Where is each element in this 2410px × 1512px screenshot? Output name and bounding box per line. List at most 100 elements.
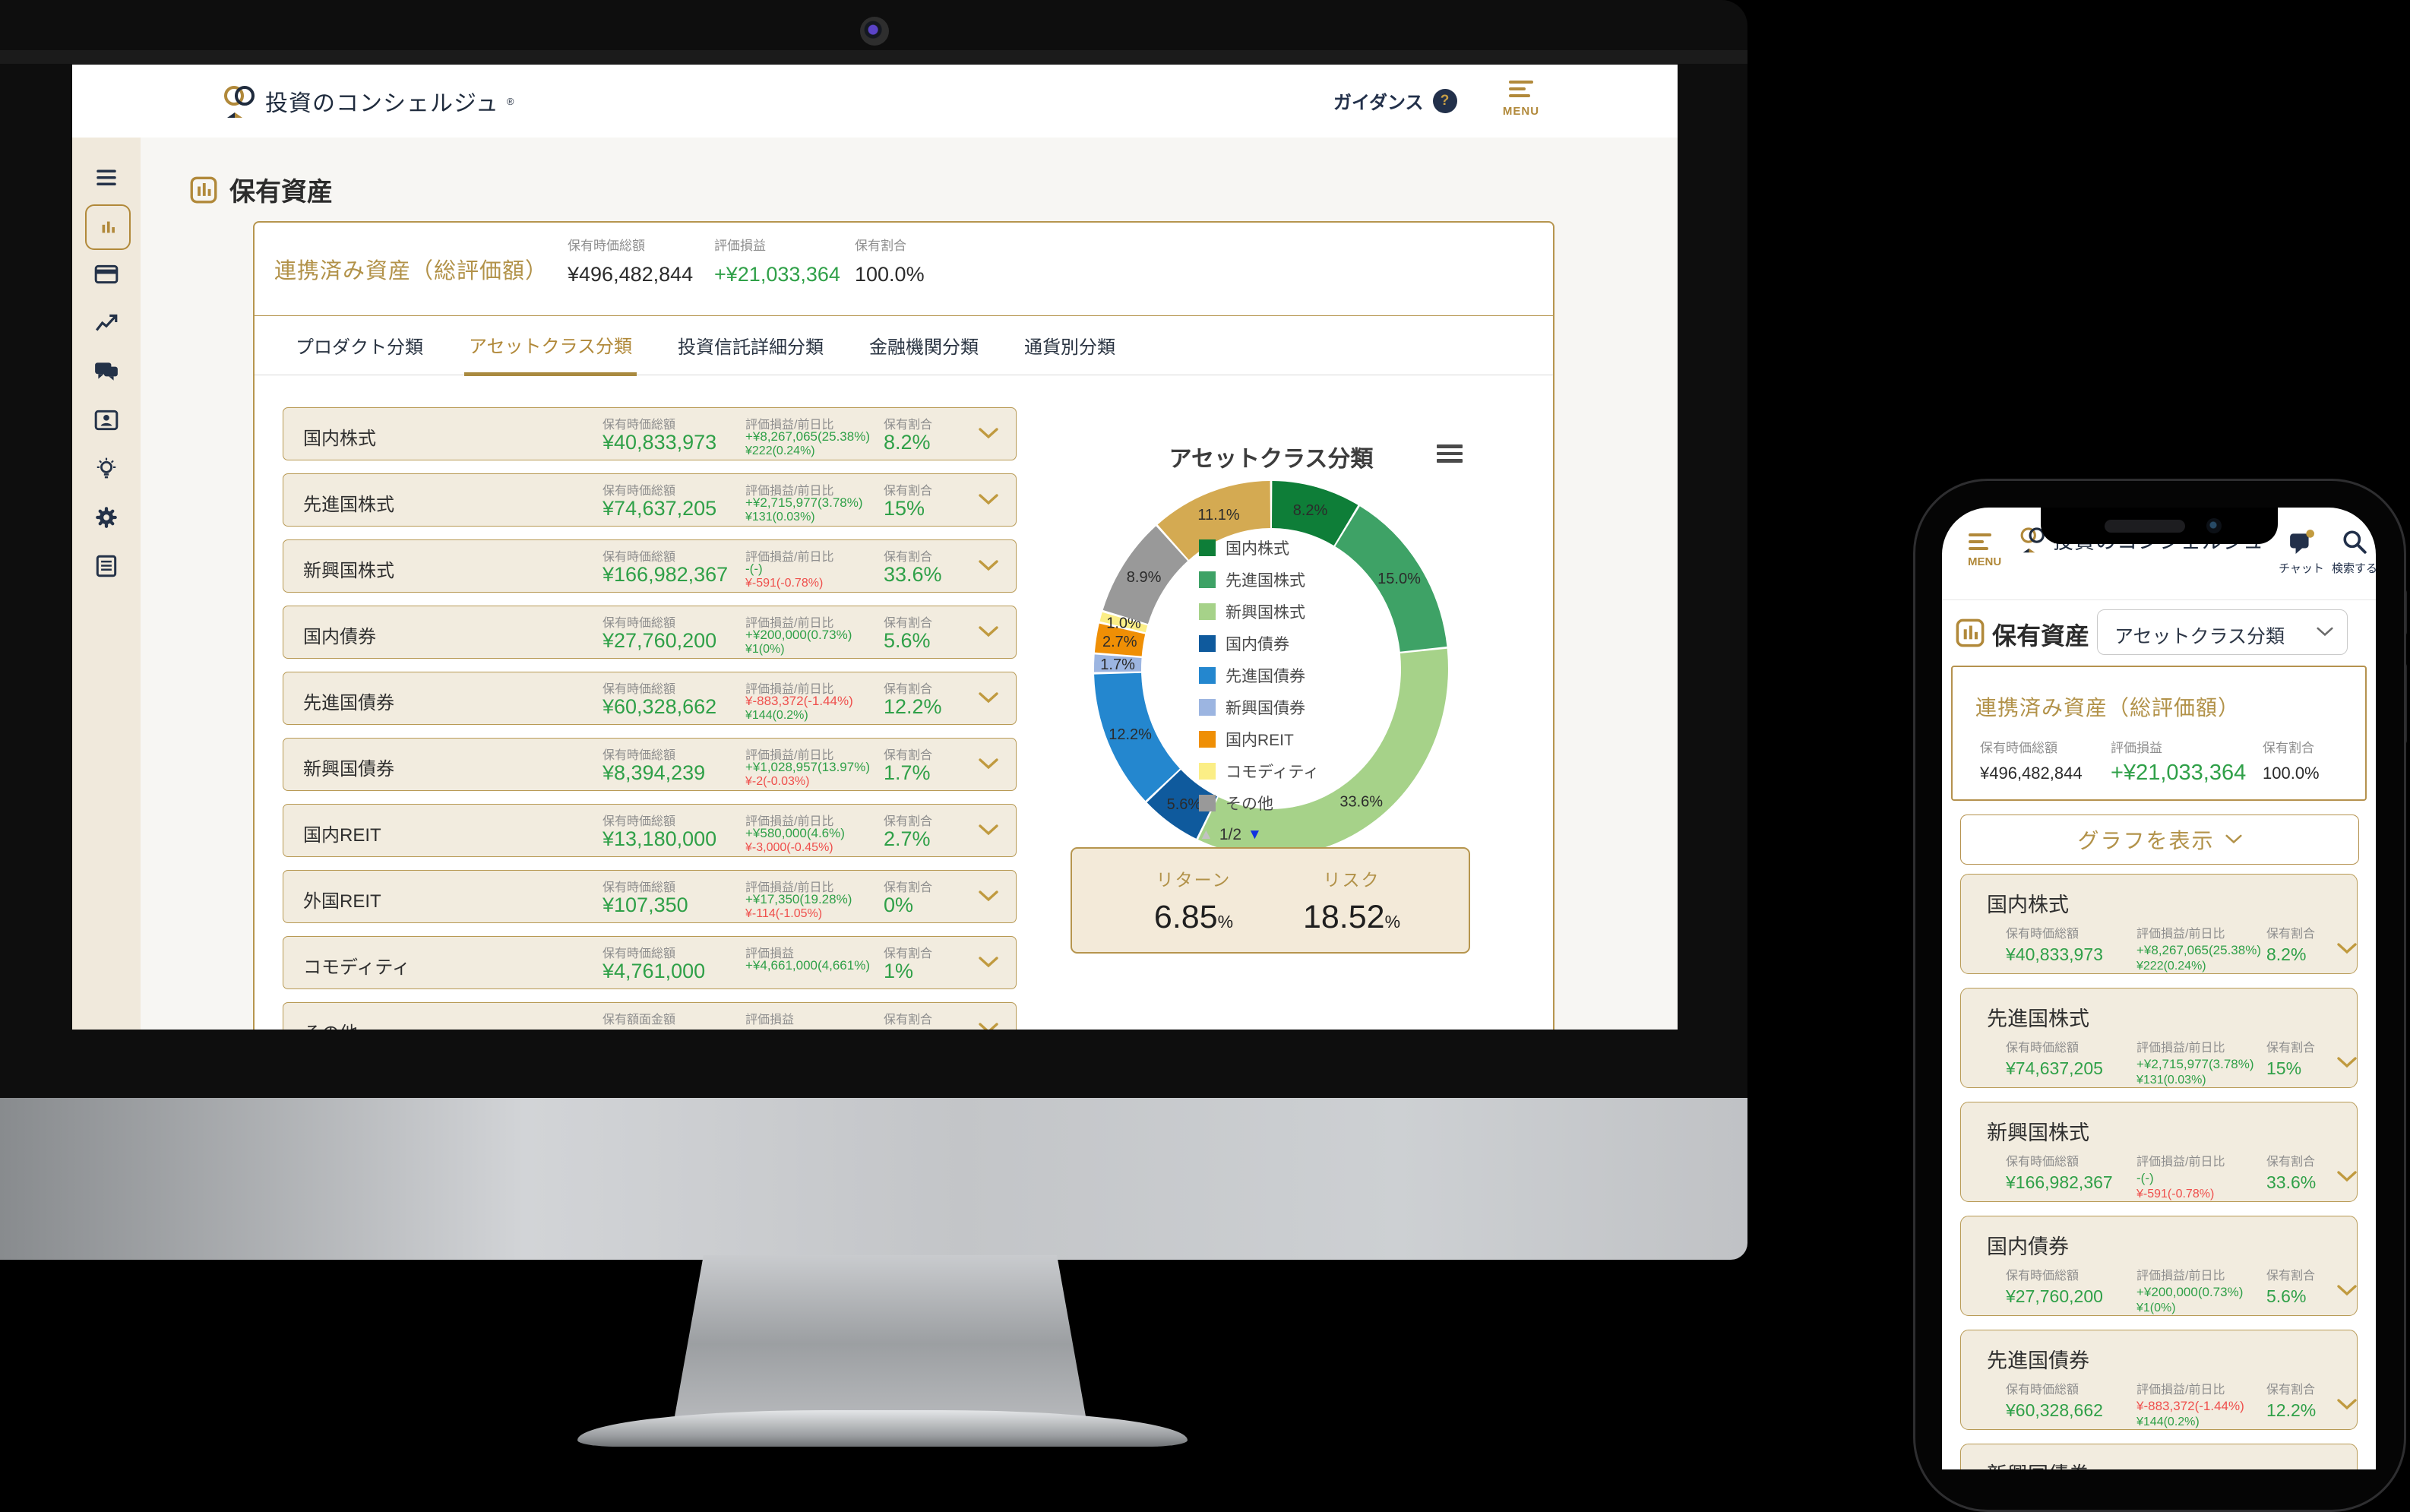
donut-segment[interactable] xyxy=(1198,648,1448,856)
chevron-down-icon[interactable] xyxy=(979,890,998,903)
donut-segment[interactable] xyxy=(1146,769,1218,839)
classification-select[interactable]: アセットクラス分類 xyxy=(2097,609,2348,655)
chevron-down-icon[interactable] xyxy=(979,560,998,576)
chevron-down-icon[interactable] xyxy=(2337,1171,2357,1187)
asset-value: ¥166,982,367 xyxy=(602,563,729,586)
chart-menu-icon[interactable] xyxy=(1437,444,1463,467)
sidebar-item-menu[interactable] xyxy=(85,156,128,198)
chevron-down-icon[interactable] xyxy=(979,494,998,510)
tab-4[interactable]: 金融機関分類 xyxy=(869,337,979,358)
chevron-down-icon[interactable] xyxy=(979,692,998,704)
chevron-down-icon[interactable] xyxy=(979,494,998,506)
chevron-down-icon[interactable] xyxy=(979,428,998,444)
menu-button[interactable]: MENU xyxy=(1494,80,1548,118)
donut-segment[interactable] xyxy=(1102,526,1188,625)
chevron-down-icon[interactable] xyxy=(2337,943,2357,955)
sidebar-item-chat[interactable] xyxy=(85,350,128,393)
asset-row[interactable]: 国内債券 保有時価総額 評価損益/前日比 保有割合 ¥27,760,200 +¥200,0… xyxy=(283,606,1017,659)
hamburger-icon xyxy=(1969,533,1991,550)
share-value: 8.2% xyxy=(884,431,931,454)
chevron-down-icon[interactable] xyxy=(979,626,998,638)
tab-2[interactable]: アセットクラス分類 xyxy=(464,316,637,376)
phone-asset-card[interactable]: 新興国株式 保有時価総額 評価損益/前日比 保有割合 ¥166,982,367 -(-) ¥… xyxy=(1960,1102,2358,1202)
asset-row[interactable]: 先進国債券 保有時価総額 評価損益/前日比 保有割合 ¥60,328,662 ¥-883,… xyxy=(283,672,1017,725)
asset-row[interactable]: その他 保有額面金額 評価損益 保有割合 ¥44,256,000 - 8.9% xyxy=(283,1002,1017,1030)
show-graph-button[interactable]: グラフを表示 xyxy=(1960,815,2359,865)
sidebar-item-settings[interactable] xyxy=(85,496,128,539)
legend-prev-icon[interactable]: ▲ xyxy=(1199,827,1213,843)
sidebar-item-advisor[interactable] xyxy=(85,399,128,441)
tab-3[interactable]: 投資信託詳細分類 xyxy=(678,337,824,358)
asset-row[interactable]: コモディティ 保有時価総額 評価損益 保有割合 ¥4,761,000 +¥4,661,00… xyxy=(283,936,1017,989)
donut-segment[interactable] xyxy=(1157,481,1271,561)
chevron-down-icon[interactable] xyxy=(979,1023,998,1030)
donut-segment[interactable] xyxy=(1334,506,1447,653)
phone-asset-card[interactable]: 先進国債券 保有時価総額 評価損益/前日比 保有割合 ¥60,328,662 ¥-883,… xyxy=(1960,1330,2358,1430)
donut-segment[interactable] xyxy=(1271,481,1358,546)
value-label: 保有時価総額 xyxy=(602,881,676,894)
legend-item: 新興国株式 xyxy=(1199,603,1319,622)
sidebar-item-accounts[interactable] xyxy=(85,253,128,296)
chevron-down-icon[interactable] xyxy=(979,626,998,642)
asset-row[interactable]: 国内株式 保有時価総額 評価損益/前日比 保有割合 ¥40,833,973 +¥8,267… xyxy=(283,407,1017,460)
asset-row[interactable]: 先進国株式 保有時価総額 評価損益/前日比 保有割合 ¥74,637,205 +¥2,71… xyxy=(283,473,1017,527)
donut-segment[interactable] xyxy=(1094,623,1146,657)
chevron-down-icon[interactable] xyxy=(979,957,998,969)
chevron-down-icon[interactable] xyxy=(2337,1171,2357,1183)
chevron-down-icon[interactable] xyxy=(979,1023,998,1030)
legend-next-icon[interactable]: ▼ xyxy=(1248,827,1262,843)
chevron-down-icon[interactable] xyxy=(979,890,998,906)
sidebar-item-performance[interactable] xyxy=(85,302,128,344)
chevron-down-icon[interactable] xyxy=(979,957,998,973)
phone-menu-button[interactable]: MENU xyxy=(1968,533,2001,568)
chevron-down-icon[interactable] xyxy=(2337,1399,2357,1415)
donut-segment[interactable] xyxy=(1094,672,1181,801)
gain-value: ¥1(0%) xyxy=(2136,1302,2176,1314)
tab-5[interactable]: 通貨別分類 xyxy=(1024,337,1116,358)
chevron-down-icon[interactable] xyxy=(2337,1057,2357,1073)
chevron-down-icon[interactable] xyxy=(2337,1285,2357,1301)
sidebar-item-ideas[interactable] xyxy=(85,448,128,490)
phone-asset-card[interactable]: 新興国債券保有時価総額評価損益/前日比保有割合¥8,394,239+¥1,028… xyxy=(1960,1444,2358,1469)
gain-value: ¥1(0%) xyxy=(745,643,785,656)
tab-1[interactable]: プロダクト分類 xyxy=(296,337,423,358)
phone-asset-card[interactable]: 国内債券 保有時価総額 評価損益/前日比 保有割合 ¥27,760,200 +¥200,0… xyxy=(1960,1216,2358,1316)
chevron-down-icon[interactable] xyxy=(979,758,998,770)
chevron-down-icon[interactable] xyxy=(2337,1285,2357,1297)
asset-row[interactable]: 国内REIT 保有時価総額 評価損益/前日比 保有割合 ¥13,180,000 +¥580… xyxy=(283,804,1017,857)
asset-row[interactable]: 新興国株式 保有時価総額 評価損益/前日比 保有割合 ¥166,982,367 -(-) ¥… xyxy=(283,539,1017,593)
sidebar-item-holdings[interactable] xyxy=(85,204,131,250)
asset-row[interactable]: 新興国債券 保有時価総額 評価損益/前日比 保有割合 ¥8,394,239 +¥1,028… xyxy=(283,738,1017,791)
legend-swatch xyxy=(1199,762,1216,780)
chevron-down-icon[interactable] xyxy=(979,428,998,440)
chevron-down-icon[interactable] xyxy=(979,824,998,837)
stat-label: 保有時価総額 xyxy=(1980,741,2057,755)
monitor-stand-neck xyxy=(675,1255,1086,1416)
logo-rings-icon xyxy=(2020,527,2045,553)
phone-chat-button[interactable]: チャット xyxy=(2275,529,2328,576)
phone-search-button[interactable]: 検索する xyxy=(2328,529,2376,576)
gear-icon xyxy=(96,507,117,528)
chevron-down-icon[interactable] xyxy=(2337,1057,2357,1069)
guidance-button[interactable]: ガイダンス ? xyxy=(1333,87,1457,114)
chevron-down-icon[interactable] xyxy=(979,758,998,774)
chevron-down-icon[interactable] xyxy=(979,692,998,708)
legend-item: 新興国債券 xyxy=(1199,698,1319,717)
app-logo[interactable]: 投資のコンシェルジュ ® xyxy=(223,81,514,121)
asset-name: 国内株式 xyxy=(303,429,376,449)
page-title: 保有資産 xyxy=(190,171,333,208)
phone-asset-card[interactable]: 国内株式 保有時価総額 評価損益/前日比 保有割合 ¥40,833,973 +¥8,267… xyxy=(1960,874,2358,974)
legend-item: 国内債券 xyxy=(1199,634,1319,653)
share-value: 12.2% xyxy=(2266,1400,2317,1420)
chevron-down-icon[interactable] xyxy=(979,560,998,572)
chat-icon xyxy=(95,362,118,381)
sidebar-item-news[interactable] xyxy=(85,545,128,587)
donut-segment[interactable] xyxy=(1099,612,1148,633)
chevron-down-icon[interactable] xyxy=(2337,1399,2357,1411)
chevron-down-icon[interactable] xyxy=(2337,943,2357,959)
phone-asset-card[interactable]: 先進国株式 保有時価総額 評価損益/前日比 保有割合 ¥74,637,205 +¥2,71… xyxy=(1960,988,2358,1088)
search-icon xyxy=(2343,530,2367,554)
asset-row[interactable]: 外国REIT 保有時価総額 評価損益/前日比 保有割合 ¥107,350 +¥17,350… xyxy=(283,870,1017,923)
chevron-down-icon[interactable] xyxy=(979,824,998,840)
value-label: 保有時価総額 xyxy=(2006,1156,2079,1169)
